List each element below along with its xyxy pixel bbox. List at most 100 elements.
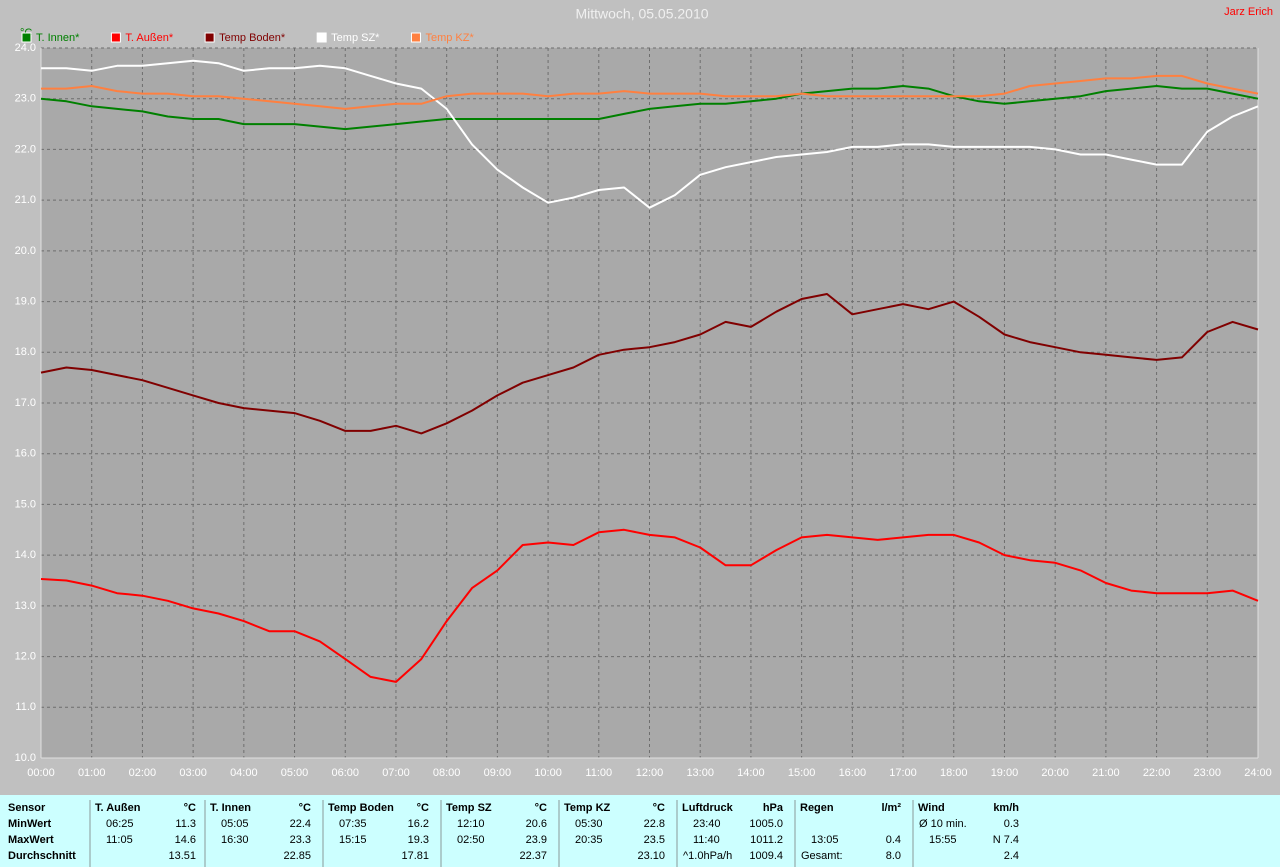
y-tick-label: 14.0 (15, 549, 36, 561)
cell-value: 13.51 (168, 850, 196, 862)
x-tick-label: 23:00 (1194, 767, 1222, 779)
cell-value: 22.8 (644, 818, 665, 830)
x-tick-label: 19:00 (991, 767, 1019, 779)
x-tick-label: 24:00 (1244, 767, 1272, 779)
cell-value: 22.37 (519, 850, 547, 862)
cell-value: 1009.4 (749, 850, 783, 862)
x-tick-label: 16:00 (839, 767, 867, 779)
x-tick-label: 06:00 (331, 767, 359, 779)
cell-time: 05:30 (575, 818, 603, 830)
column-name: Regen (800, 802, 834, 814)
legend-label: Temp KZ* (425, 32, 474, 44)
y-tick-label: 20.0 (15, 245, 36, 257)
cell-value: 14.6 (175, 834, 196, 846)
cell-value: 8.0 (886, 850, 901, 862)
column-name: Temp KZ (564, 802, 611, 814)
x-tick-label: 15:00 (788, 767, 816, 779)
column-name: T. Außen (95, 802, 141, 814)
series-line (41, 74, 1259, 110)
cell-value: 23.5 (644, 834, 665, 846)
cell-time: Gesamt: (801, 850, 843, 862)
cell-value: 0.4 (886, 834, 901, 846)
legend-label: Temp Boden* (219, 32, 286, 44)
legend-swatch (21, 32, 32, 43)
row-label: MinWert (8, 818, 52, 830)
cell-time: 15:55 (929, 834, 957, 846)
cell-value: 17.81 (401, 850, 429, 862)
column-unit: °C (417, 802, 429, 814)
x-tick-label: 03:00 (179, 767, 207, 779)
x-tick-label: 00:00 (27, 767, 55, 779)
y-tick-label: 23.0 (15, 93, 36, 105)
y-tick-label: 11.0 (15, 701, 36, 713)
legend-swatch (204, 32, 215, 43)
column-unit: °C (299, 802, 311, 814)
column-name: Temp Boden (328, 802, 394, 814)
column-name: Temp SZ (446, 802, 492, 814)
cell-value: 11.3 (175, 818, 196, 830)
x-tick-label: 22:00 (1143, 767, 1171, 779)
cell-value: 1005.0 (749, 818, 783, 830)
column-unit: hPa (763, 802, 784, 814)
cell-time: 06:25 (106, 818, 134, 830)
y-tick-label: 21.0 (15, 194, 36, 206)
cell-time: 13:05 (811, 834, 839, 846)
legend-label: T. Innen* (36, 32, 80, 44)
cell-time: ^1.0hPa/h (683, 850, 732, 862)
x-tick-label: 13:00 (686, 767, 714, 779)
legend-swatch (410, 32, 421, 43)
cell-value: 20.6 (526, 818, 547, 830)
series-line (40, 528, 1259, 683)
column-unit: °C (653, 802, 665, 814)
x-tick-label: 10:00 (534, 767, 562, 779)
cell-value: 0.3 (1004, 818, 1019, 830)
stats-panel (0, 795, 1280, 867)
cell-time: 20:35 (575, 834, 603, 846)
chart-title: Mittwoch, 05.05.2010 (575, 6, 708, 22)
column-name: Luftdruck (682, 802, 734, 814)
cell-time: 15:15 (339, 834, 367, 846)
cell-time: 07:35 (339, 818, 367, 830)
legend-swatch (110, 32, 121, 43)
x-tick-label: 01:00 (78, 767, 106, 779)
y-tick-label: 12.0 (15, 650, 36, 662)
cell-value: N 7.4 (993, 834, 1019, 846)
x-tick-label: 08:00 (433, 767, 461, 779)
cell-time: 11:40 (693, 834, 720, 846)
cell-time: 12:10 (457, 818, 485, 830)
x-tick-label: 02:00 (129, 767, 157, 779)
legend-label: Temp SZ* (331, 32, 380, 44)
legend-swatch (316, 32, 327, 43)
column-unit: l/m² (881, 802, 901, 814)
y-tick-label: 18.0 (15, 346, 36, 358)
y-tick-label: 16.0 (15, 448, 36, 460)
x-tick-label: 04:00 (230, 767, 258, 779)
x-tick-label: 05:00 (281, 767, 309, 779)
cell-value: 22.85 (283, 850, 311, 862)
y-tick-label: 10.0 (15, 752, 36, 764)
row-label: MaxWert (8, 834, 54, 846)
cell-value: 19.3 (408, 834, 429, 846)
y-tick-label: 17.0 (15, 397, 36, 409)
column-unit: km/h (993, 802, 1019, 814)
x-tick-label: 20:00 (1041, 767, 1069, 779)
y-tick-label: 22.0 (15, 143, 36, 155)
cell-time: 05:05 (221, 818, 249, 830)
cell-value: 1011.2 (750, 834, 783, 846)
cell-time: 02:50 (457, 834, 485, 846)
y-tick-label: 24.0 (15, 42, 36, 54)
cell-time: 11:05 (106, 834, 133, 846)
cell-value: 22.4 (290, 818, 311, 830)
cell-time: Ø 10 min. (919, 818, 967, 830)
x-tick-label: 17:00 (889, 767, 917, 779)
series-line (40, 85, 1259, 131)
x-tick-label: 18:00 (940, 767, 968, 779)
stats-table: Sensor MinWert MaxWert Durchschnitt T. Außen… (8, 800, 1019, 867)
table-corner: Sensor (8, 802, 46, 814)
author: Jarz Erich (1224, 6, 1273, 18)
column-name: Wind (918, 802, 945, 814)
y-tick-label: 15.0 (15, 498, 36, 510)
x-tick-label: 11:00 (585, 767, 612, 779)
